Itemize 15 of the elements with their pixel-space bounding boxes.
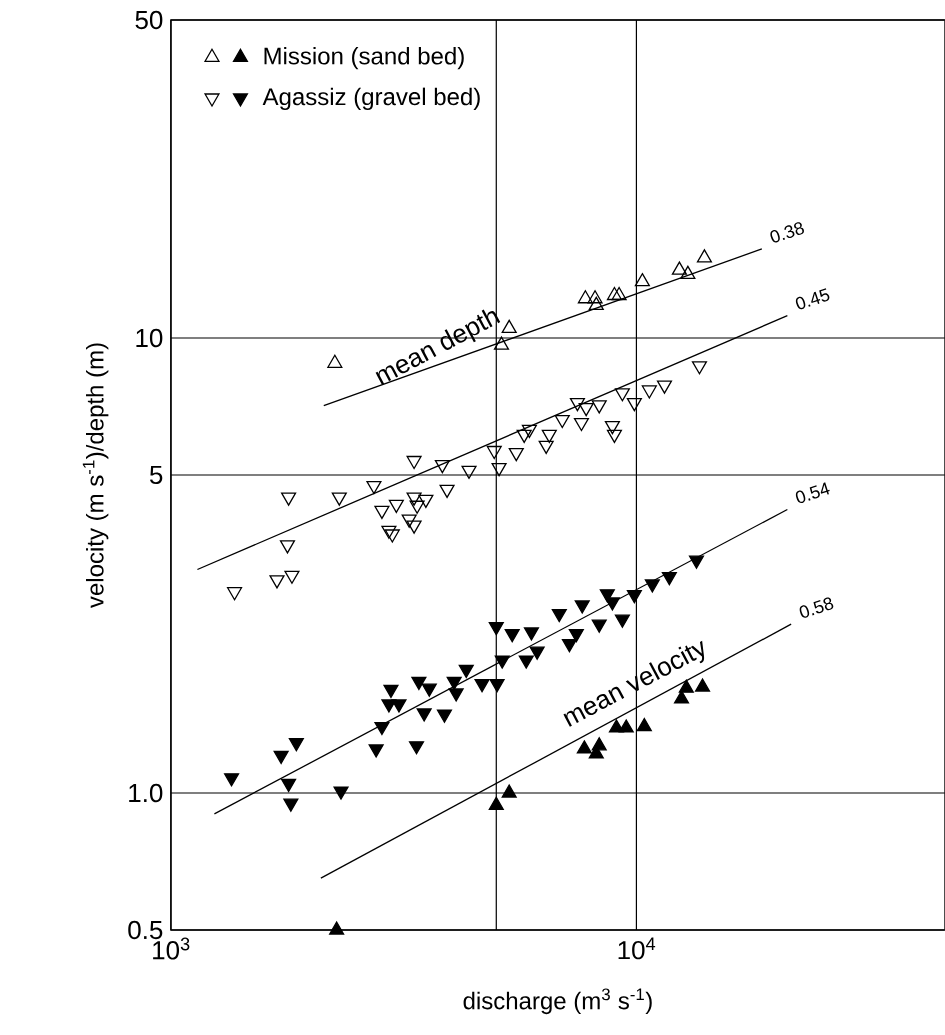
- y-tick-label: 1.0: [129, 783, 163, 803]
- y-tick-label: 0.5: [128, 920, 163, 940]
- annotation: 0.45: [795, 288, 830, 310]
- y-axis-title: velocity (m s$^{-1}$)/depth (m): [82, 343, 109, 608]
- x-tick-label: 10$^{4}$: [618, 937, 656, 960]
- y-tick-label: 50: [135, 10, 163, 30]
- annotation: 0.58: [799, 597, 834, 618]
- annotation: mean depth: [375, 309, 501, 385]
- annotation: 0.54: [795, 482, 830, 504]
- y-tick-label: 10: [136, 328, 163, 348]
- y-tick-label: 5: [150, 465, 163, 485]
- x-axis-title: discharge (m$^{3}$ s$^{-1}$): [463, 988, 652, 1015]
- legend-label: Agassiz (gravel bed): [262, 87, 480, 111]
- legend-label: Mission (sand bed): [264, 46, 464, 70]
- annotation: 0.38: [770, 222, 805, 243]
